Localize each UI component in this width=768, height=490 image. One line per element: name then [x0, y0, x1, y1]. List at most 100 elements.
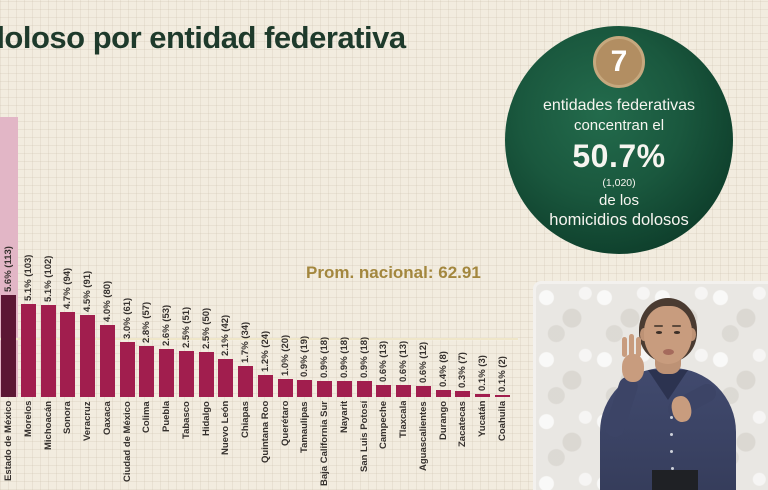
bar-category-label: Quintana Roo	[259, 401, 271, 464]
bar-value-label: 2.5% (50)	[200, 307, 212, 349]
bar-20	[396, 385, 411, 397]
interpreter-hand	[622, 354, 644, 382]
bar-value-label: 4.7% (94)	[62, 268, 74, 310]
bar-category-label: Tlaxcala	[398, 401, 409, 439]
badge-line-1: entidades federativas	[542, 97, 696, 114]
bar-value-label: 1.7% (34)	[240, 322, 251, 364]
bar-chart: 5.6% (113) 5.1% (103) 5.1% (102) 4.7% (94) 4…	[0, 100, 524, 397]
bar-category-label: Oaxaca	[101, 401, 113, 435]
badge-count: 7	[610, 45, 628, 78]
bar-value-label: 0.6% (13)	[398, 341, 409, 383]
national-average-label: Prom. nacional: 62.91	[306, 263, 481, 282]
interpreter-eyebrow	[654, 325, 663, 327]
bar-value-label: 2.8% (57)	[141, 301, 153, 343]
bar-value-label: 1.2% (24)	[259, 331, 271, 373]
badge-count-circle: 7	[593, 36, 645, 88]
bar-value-label: 4.0% (80)	[101, 280, 113, 322]
interpreter-eyebrow	[672, 325, 681, 327]
interpreter-lips	[663, 349, 674, 355]
bar-value-label: 5.6% (113)	[3, 246, 14, 293]
bar-4	[80, 315, 95, 397]
interpreter-ear	[688, 328, 696, 341]
bar-value-label: 0.9% (19)	[299, 335, 311, 377]
bar-category-label: Zacatecas	[457, 401, 469, 447]
bar-value-label: 2.1% (42)	[220, 315, 232, 357]
bar-category-label: Querétaro	[279, 401, 291, 447]
bar-category-label: Tabasco	[180, 401, 192, 439]
bar-category-label: Sonora	[62, 401, 74, 434]
cardigan-button	[670, 416, 673, 419]
interpreter-eye	[656, 331, 662, 334]
bar-25	[494, 395, 510, 397]
bar-8	[159, 349, 174, 397]
bar-18	[356, 380, 372, 397]
bar-value-label: 0.1% (2)	[496, 356, 508, 393]
bar-category-label: Ciudad de México	[121, 401, 133, 482]
bar-24	[475, 394, 490, 397]
badge-line-2: concentran el	[573, 117, 665, 134]
bar-5	[99, 325, 115, 397]
bar-17	[336, 380, 352, 397]
bar-value-label: 1.0% (20)	[279, 334, 291, 376]
bar-category-label: Colima	[141, 401, 153, 433]
bar-category-label: Michoacán	[42, 401, 54, 451]
bar-value-label: 0.9% (18)	[338, 336, 350, 378]
bar-category-label: Chiapas	[240, 401, 251, 438]
bar-category-label: Durango	[437, 401, 449, 441]
bar-category-label: Estado de México	[3, 401, 14, 482]
bar-12	[238, 366, 253, 397]
bar-chart-category-axis: Estado de México Morelos Michoacán Sonora Ve…	[0, 401, 524, 490]
cardigan-button	[670, 450, 673, 453]
bar-category-label: Nuevo León	[220, 401, 232, 456]
interpreter-skirt	[652, 470, 698, 490]
badge-line-4: homicidios dolosos	[549, 211, 689, 229]
bar-9	[178, 351, 194, 397]
badge-percentage: 50.7%	[572, 138, 666, 174]
bar-category-label: San Luis Potosí	[358, 401, 370, 473]
bar-value-label: 5.1% (102)	[42, 255, 54, 303]
bar-category-label: Tamaulipas	[299, 401, 311, 453]
bar-category-label: Aguascalientes	[417, 401, 429, 471]
interpreter-finger	[629, 334, 634, 357]
bar-2	[40, 305, 56, 397]
bar-value-label: 0.1% (3)	[477, 355, 488, 392]
bar-1	[20, 304, 36, 397]
bar-category-label: Morelos	[22, 401, 34, 438]
bar-22	[435, 389, 451, 397]
bar-value-label: 0.6% (12)	[417, 342, 429, 384]
badge-line-3: de los	[598, 192, 640, 209]
bar-13	[257, 375, 273, 397]
bar-value-label: 0.3% (7)	[457, 351, 469, 388]
bar-14	[277, 379, 293, 397]
bar-11	[218, 359, 234, 397]
summary-badge: 7 entidades federativas concentran el 50…	[505, 26, 733, 254]
interpreter-finger	[622, 337, 627, 357]
bar-value-label: 0.4% (8)	[437, 350, 449, 387]
bar-value-label: 3.0% (61)	[121, 297, 133, 340]
bar-value-label: 2.6% (53)	[161, 305, 172, 347]
bar-category-label: Campeche	[378, 401, 390, 450]
interpreter-finger	[636, 337, 641, 357]
bar-6	[119, 342, 135, 397]
bar-category-label: Puebla	[161, 401, 172, 433]
cardigan-button	[670, 433, 673, 436]
bar-category-label: Baja California Sur	[319, 401, 330, 486]
bar-value-label: 2.5% (51)	[180, 306, 192, 349]
interpreter-eye	[674, 331, 680, 334]
bar-value-label: 0.9% (18)	[358, 336, 370, 378]
bar-0	[1, 295, 16, 397]
sign-language-interpreter-video	[533, 281, 768, 490]
bar-category-label: Nayarit	[338, 401, 350, 434]
interpreter-face	[644, 306, 692, 364]
bar-category-label: Yucatán	[477, 401, 488, 438]
bar-19	[376, 385, 392, 397]
page-title: doloso por entidad federativa	[0, 20, 406, 55]
bar-category-label: Hidalgo	[200, 401, 212, 436]
bar-3	[60, 312, 76, 397]
bar-10	[198, 352, 214, 397]
cardigan-button	[671, 467, 674, 470]
badge-count-detail: (1,020)	[602, 177, 636, 189]
bar-category-label: Veracruz	[82, 401, 93, 441]
bar-value-label: 0.6% (13)	[378, 341, 390, 383]
